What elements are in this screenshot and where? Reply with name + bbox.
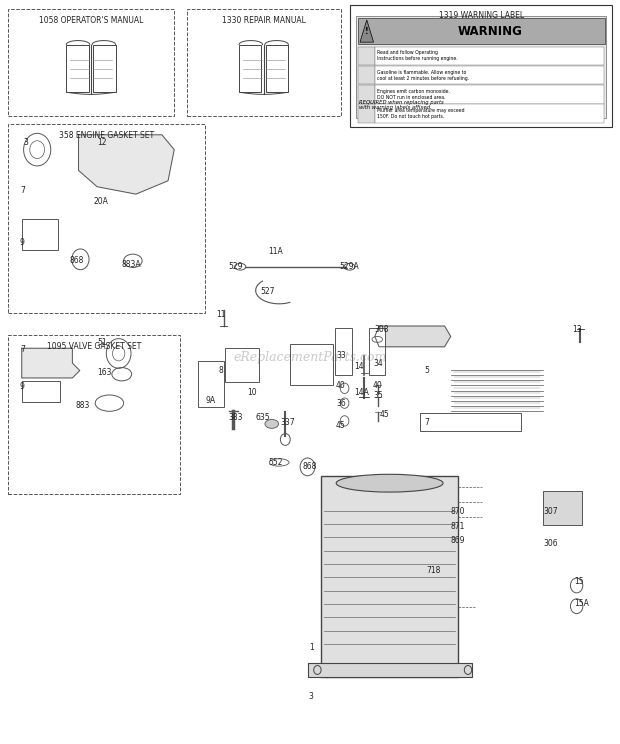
Text: 14A: 14A (355, 388, 370, 397)
Text: 308: 308 (375, 324, 389, 333)
Text: 45: 45 (336, 421, 346, 430)
Text: 7: 7 (424, 418, 429, 427)
Polygon shape (321, 475, 458, 677)
Text: 35: 35 (373, 391, 383, 400)
Text: 15: 15 (574, 577, 584, 586)
Text: 9A: 9A (205, 396, 215, 405)
Bar (376, 66, 604, 84)
Text: 871: 871 (451, 522, 465, 530)
Text: 8: 8 (219, 366, 223, 375)
Bar (22, 381, 60, 402)
Text: 883: 883 (76, 401, 90, 410)
Text: 883A: 883A (122, 260, 141, 269)
Text: 306: 306 (543, 539, 558, 548)
Bar (7, 9, 174, 116)
Bar (376, 47, 604, 65)
Bar (7, 335, 180, 494)
Bar (358, 85, 375, 103)
Text: 527: 527 (260, 287, 275, 296)
Text: 40: 40 (336, 381, 346, 390)
Bar (290, 344, 334, 385)
Text: 13: 13 (572, 324, 582, 333)
Text: 1: 1 (309, 644, 314, 652)
Text: 1095 VALVE GASKET SET: 1095 VALVE GASKET SET (47, 342, 141, 351)
Text: 15A: 15A (574, 599, 589, 608)
Bar (198, 361, 224, 407)
Bar (356, 16, 606, 118)
Polygon shape (375, 326, 451, 347)
Text: 10: 10 (247, 388, 257, 397)
Bar (266, 45, 288, 92)
Bar (358, 66, 375, 84)
Ellipse shape (265, 420, 278, 429)
Text: Engines emit carbon monoxide.
DO NOT run in enclosed area.: Engines emit carbon monoxide. DO NOT run… (377, 89, 450, 100)
Text: 868: 868 (69, 257, 84, 266)
Bar (22, 219, 58, 250)
Bar (239, 45, 262, 92)
Text: 51: 51 (97, 338, 107, 347)
Text: 40: 40 (373, 381, 383, 390)
Text: 529: 529 (229, 261, 243, 271)
Text: 869: 869 (451, 536, 465, 545)
Text: Muffler area temperature may exceed
150F. Do not touch hot parts.: Muffler area temperature may exceed 150F… (377, 109, 464, 119)
Bar (358, 18, 605, 45)
Bar (543, 491, 582, 525)
Bar (358, 47, 375, 65)
Text: Gasoline is flammable. Allow engine to
cool at least 2 minutes before refueling.: Gasoline is flammable. Allow engine to c… (377, 70, 469, 80)
Text: 11: 11 (216, 310, 226, 318)
Text: 7: 7 (20, 345, 25, 354)
Text: 529A: 529A (340, 261, 360, 271)
Text: 3: 3 (23, 138, 28, 147)
Text: eReplacementParts.com: eReplacementParts.com (233, 350, 387, 364)
Text: 552: 552 (268, 458, 283, 467)
Text: 33: 33 (336, 351, 346, 360)
Text: WARNING: WARNING (458, 25, 523, 37)
Text: 337: 337 (280, 418, 295, 427)
Text: 5: 5 (424, 366, 429, 375)
Text: 14: 14 (355, 362, 364, 371)
Text: 307: 307 (543, 507, 558, 516)
Text: 9: 9 (20, 238, 25, 247)
Bar (225, 348, 259, 382)
Bar (308, 663, 472, 677)
Bar (187, 9, 341, 116)
Bar (66, 45, 89, 92)
Polygon shape (360, 20, 374, 42)
Text: 12: 12 (97, 138, 107, 147)
Bar (376, 104, 604, 123)
Bar (93, 45, 115, 92)
Bar (7, 124, 205, 312)
Text: !: ! (365, 27, 369, 36)
Text: 36: 36 (336, 399, 346, 408)
Text: REQUIRED when replacing parts
with warning labels affixed.: REQUIRED when replacing parts with warni… (359, 100, 443, 110)
Text: 3: 3 (309, 692, 314, 701)
Text: 45: 45 (379, 411, 389, 420)
Text: 1319 WARNING LABEL: 1319 WARNING LABEL (439, 11, 524, 20)
Bar (350, 5, 613, 127)
Text: 34: 34 (373, 359, 383, 368)
Text: 635: 635 (255, 414, 270, 423)
Text: 1330 REPAIR MANUAL: 1330 REPAIR MANUAL (222, 16, 306, 25)
Text: 20A: 20A (94, 197, 109, 206)
Bar (335, 327, 352, 375)
Polygon shape (22, 348, 80, 378)
Bar (376, 85, 604, 103)
Text: 9: 9 (20, 382, 25, 391)
Text: 870: 870 (451, 507, 465, 516)
Text: 718: 718 (426, 566, 440, 575)
Text: 868: 868 (303, 462, 317, 472)
Text: 11A: 11A (268, 248, 283, 257)
Text: 383: 383 (229, 414, 243, 423)
Text: 163: 163 (97, 368, 112, 376)
Text: 7: 7 (20, 186, 25, 195)
Text: Read and follow Operating
Instructions before running engine.: Read and follow Operating Instructions b… (377, 51, 458, 61)
Bar (370, 327, 385, 375)
Bar (358, 104, 375, 123)
Polygon shape (79, 135, 174, 194)
Ellipse shape (336, 474, 443, 492)
Text: 358 ENGINE GASKET SET: 358 ENGINE GASKET SET (59, 131, 154, 140)
Text: 1058 OPERATOR'S MANUAL: 1058 OPERATOR'S MANUAL (38, 16, 143, 25)
